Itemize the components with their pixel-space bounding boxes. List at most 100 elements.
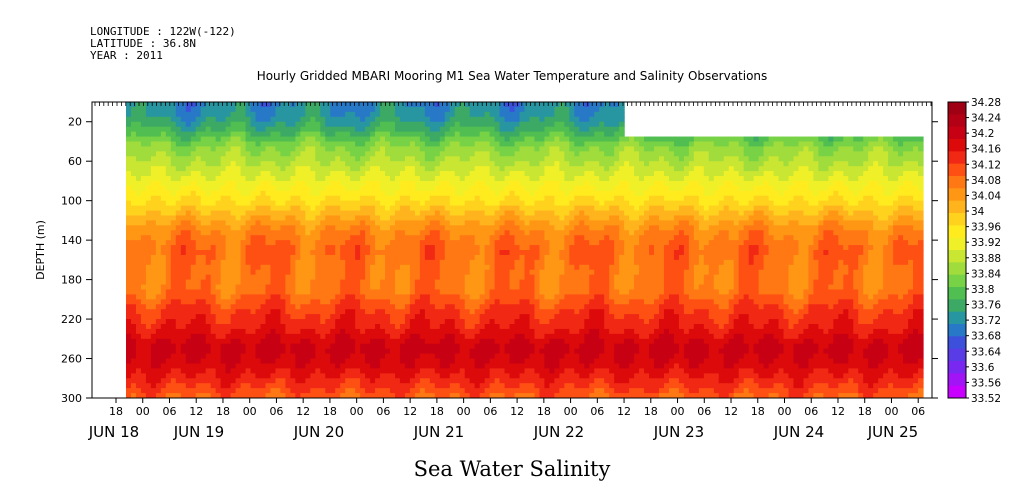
salinity-cell [414,171,421,177]
salinity-cell [190,205,197,212]
salinity-cell [370,121,376,128]
salinity-cell [265,314,272,320]
salinity-cell [255,309,262,315]
salinity-cell [394,195,401,202]
salinity-cell [534,141,541,147]
salinity-cell [439,324,446,330]
salinity-cell [504,304,511,310]
salinity-cell [355,151,361,157]
salinity-cell [165,205,172,212]
salinity-cell [454,333,461,340]
salinity-cell [126,363,132,369]
salinity-cell [310,111,316,118]
salinity-cell [175,146,182,152]
salinity-cell [365,353,371,360]
salinity-cell [365,151,371,157]
salinity-cell [469,314,476,320]
salinity-cell [370,195,376,202]
salinity-cell [240,333,247,340]
salinity-cell [320,102,326,108]
salinity-cell [539,126,546,133]
salinity-cell [340,240,346,246]
salinity-cell [375,304,381,310]
salinity-cell [524,136,531,143]
salinity-cell [205,299,212,305]
salinity-cell [315,294,321,300]
salinity-cell [429,131,436,138]
salinity-cell [414,161,421,167]
salinity-cell [230,102,237,108]
salinity-cell [135,200,142,207]
salinity-cell [509,146,516,152]
salinity-cell [315,195,321,202]
salinity-cell [160,215,167,221]
salinity-cell [305,284,311,291]
salinity-cell [275,116,282,123]
salinity-cell [424,393,431,398]
salinity-cell [255,102,262,108]
salinity-cell [245,230,252,236]
salinity-cell [265,176,272,182]
salinity-cell [140,338,147,345]
salinity-cell [265,111,272,118]
salinity-cell [454,111,461,118]
salinity-cell [385,126,391,133]
salinity-cell [150,309,157,315]
salinity-cell [399,314,406,320]
salinity-cell [380,116,386,123]
salinity-cell [474,348,481,355]
salinity-cell [305,210,311,217]
salinity-cell [504,141,511,147]
salinity-cell [210,319,217,325]
salinity-cell [315,250,321,256]
salinity-cell [300,378,306,384]
salinity-cell [469,274,476,281]
salinity-cell [394,136,401,143]
salinity-cell [275,353,282,360]
salinity-cell [310,185,316,192]
salinity-cell [175,328,182,335]
salinity-cell [474,106,481,113]
salinity-cell [360,284,366,291]
salinity-cell [255,333,262,340]
salinity-cell [444,126,451,133]
salinity-cell [250,289,257,295]
salinity-cell [414,190,421,197]
salinity-cell [210,264,217,271]
salinity-cell [424,180,431,187]
salinity-cell [185,240,192,246]
salinity-cell [330,185,336,192]
salinity-cell [245,102,252,108]
salinity-cell [265,126,272,133]
salinity-cell [245,393,252,398]
salinity-cell [409,166,416,172]
salinity-cell [135,309,142,315]
salinity-cell [404,368,411,374]
salinity-cell [340,393,346,398]
salinity-cell [414,220,421,226]
salinity-cell [190,383,197,389]
salinity-cell [126,190,132,197]
salinity-cell [434,141,441,147]
salinity-cell [275,333,282,340]
salinity-cell [439,195,446,202]
salinity-cell [195,274,202,281]
salinity-cell [394,210,401,217]
salinity-cell [464,254,471,261]
salinity-cell [390,388,396,394]
salinity-cell [429,185,436,192]
salinity-cell [215,141,222,147]
salinity-cell [514,171,521,177]
salinity-cell [529,220,536,226]
salinity-cell [195,264,202,271]
salinity-cell [449,215,456,221]
salinity-cell [230,333,237,340]
salinity-cell [385,106,391,113]
salinity-cell [230,284,237,291]
salinity-cell [380,324,386,330]
salinity-cell [519,116,526,123]
salinity-cell [409,373,416,379]
salinity-cell [494,166,501,172]
salinity-cell [375,274,381,281]
salinity-cell [519,136,526,143]
